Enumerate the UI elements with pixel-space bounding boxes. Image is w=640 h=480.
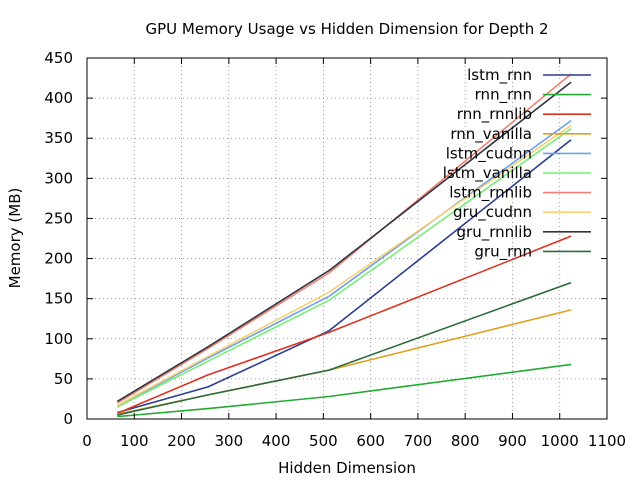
series-line-lstm-vanilla bbox=[116, 127, 572, 408]
legend-label: gru_cudnn bbox=[453, 203, 532, 222]
x-tick-label: 800 bbox=[451, 432, 480, 450]
y-tick-label: 300 bbox=[44, 169, 73, 187]
series-line-rnn-rnnlib bbox=[116, 235, 572, 415]
y-tick-label: 450 bbox=[44, 49, 73, 67]
y-tick-label: 0 bbox=[63, 410, 73, 428]
x-tick-label: 1000 bbox=[541, 432, 579, 450]
y-tick-label: 150 bbox=[44, 290, 73, 308]
series-lines bbox=[116, 73, 572, 418]
series-line-gru-rnnlib bbox=[116, 81, 572, 403]
x-tick-label: 600 bbox=[356, 432, 385, 450]
series-line-gru-cudnn bbox=[116, 124, 572, 407]
x-tick-label: 400 bbox=[262, 432, 291, 450]
legend-label: rnn_rnnlib bbox=[457, 105, 532, 124]
y-tick-label: 100 bbox=[44, 330, 73, 348]
y-axis-label: Memory (MB) bbox=[6, 188, 24, 289]
legend: lstm_rnnrnn_rnnrnn_rnnlibrnn_vanillalstm… bbox=[443, 66, 591, 261]
x-tick-label: 200 bbox=[167, 432, 196, 450]
x-tick-label: 0 bbox=[82, 432, 92, 450]
legend-label: gru_rnn bbox=[474, 242, 532, 261]
chart-title: GPU Memory Usage vs Hidden Dimension for… bbox=[145, 20, 548, 38]
y-tick-label: 350 bbox=[44, 129, 73, 147]
plot-frame bbox=[86, 57, 608, 420]
y-tick-label: 400 bbox=[44, 89, 73, 107]
x-tick-label: 100 bbox=[120, 432, 149, 450]
x-tick-label: 900 bbox=[498, 432, 527, 450]
legend-label: lstm_cudnn bbox=[446, 144, 532, 163]
series-line-lstm-rnnlib bbox=[116, 73, 572, 404]
x-axis-label: Hidden Dimension bbox=[278, 459, 416, 477]
axis-ticks: 0 100 200 300 400 500 600 700 800 900 1000 1100 0 50 1… bbox=[44, 49, 626, 450]
series-line-lstm-rnn bbox=[117, 139, 572, 414]
series-line-gru-rnn bbox=[117, 281, 572, 416]
legend-label: lstm_vanilla bbox=[443, 164, 532, 183]
y-tick-label: 250 bbox=[44, 209, 73, 227]
x-tick-label: 300 bbox=[214, 432, 243, 450]
y-tick-label: 50 bbox=[54, 370, 73, 388]
legend-label: lstm_rnn bbox=[467, 66, 532, 85]
x-tick-label: 700 bbox=[404, 432, 433, 450]
legend-label: gru_rnnlib bbox=[457, 223, 532, 242]
legend-label: rnn_rnn bbox=[475, 86, 532, 105]
x-tick-label: 500 bbox=[309, 432, 338, 450]
legend-label: rnn_vanilla bbox=[450, 125, 532, 144]
x-tick-label: 1100 bbox=[588, 432, 626, 450]
y-tick-label: 200 bbox=[44, 250, 73, 268]
legend-label: lstm_rnnlib bbox=[449, 184, 532, 203]
series-line-rnn-rnn bbox=[117, 363, 572, 418]
